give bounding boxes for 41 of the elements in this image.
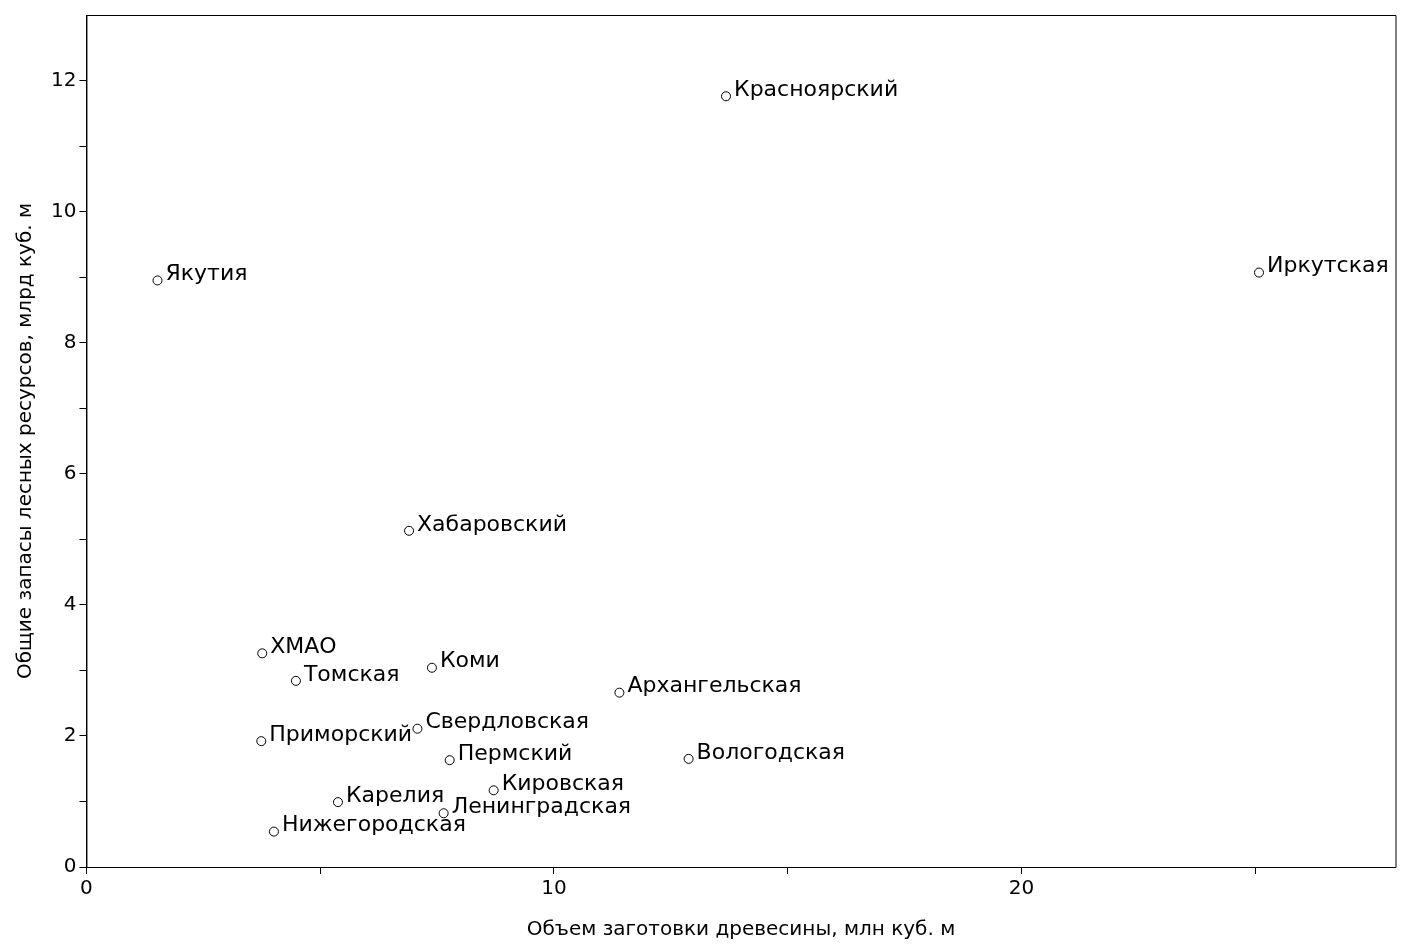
- annotation: Якутия: [165, 260, 248, 286]
- point: [721, 91, 732, 102]
- annotation: Пермский: [457, 739, 573, 765]
- point: [332, 797, 343, 808]
- annotation: Хабаровский: [417, 510, 568, 536]
- annotation: ХМАО: [270, 633, 337, 659]
- x-tick-label: 20: [1008, 875, 1035, 900]
- y-tick-label: 0: [63, 853, 77, 878]
- point: [404, 525, 415, 536]
- annotation: Архангельская: [627, 672, 802, 698]
- point: [268, 826, 279, 837]
- y-axis-title: Общие запасы лесных ресурсов, млрд куб. м: [12, 202, 37, 680]
- point: [256, 736, 267, 747]
- x-axis-title: Объем заготовки древесины, млн куб. м: [526, 916, 956, 941]
- point: [152, 275, 163, 286]
- x-tick-label: 10: [541, 875, 567, 900]
- point: [412, 723, 423, 734]
- x-tick-label: 0: [80, 875, 93, 900]
- annotation: Коми: [439, 647, 500, 673]
- y-tick-label: 10: [51, 197, 77, 222]
- point: [1253, 267, 1264, 278]
- y-tick-label: 8: [63, 328, 77, 353]
- annotation: Иркутская: [1266, 252, 1389, 278]
- y-tick-label: 6: [63, 459, 77, 484]
- point: [426, 662, 437, 673]
- annotation: Вологодская: [696, 738, 846, 764]
- annotation: Красноярский: [734, 75, 899, 101]
- point: [257, 648, 268, 659]
- annotation: Томская: [302, 660, 400, 686]
- point: [290, 675, 301, 686]
- point: [488, 785, 499, 796]
- annotation: Приморский: [269, 720, 413, 746]
- y-tick-label: 12: [51, 66, 77, 91]
- point: [614, 687, 625, 698]
- y-tick-label: 2: [63, 722, 77, 747]
- y-tick-label: 4: [63, 591, 77, 616]
- annotation: Карелия: [345, 781, 445, 807]
- annotation: Кировская: [501, 770, 625, 796]
- annotation: Свердловская: [425, 708, 590, 734]
- point: [444, 755, 455, 766]
- point: [683, 753, 694, 764]
